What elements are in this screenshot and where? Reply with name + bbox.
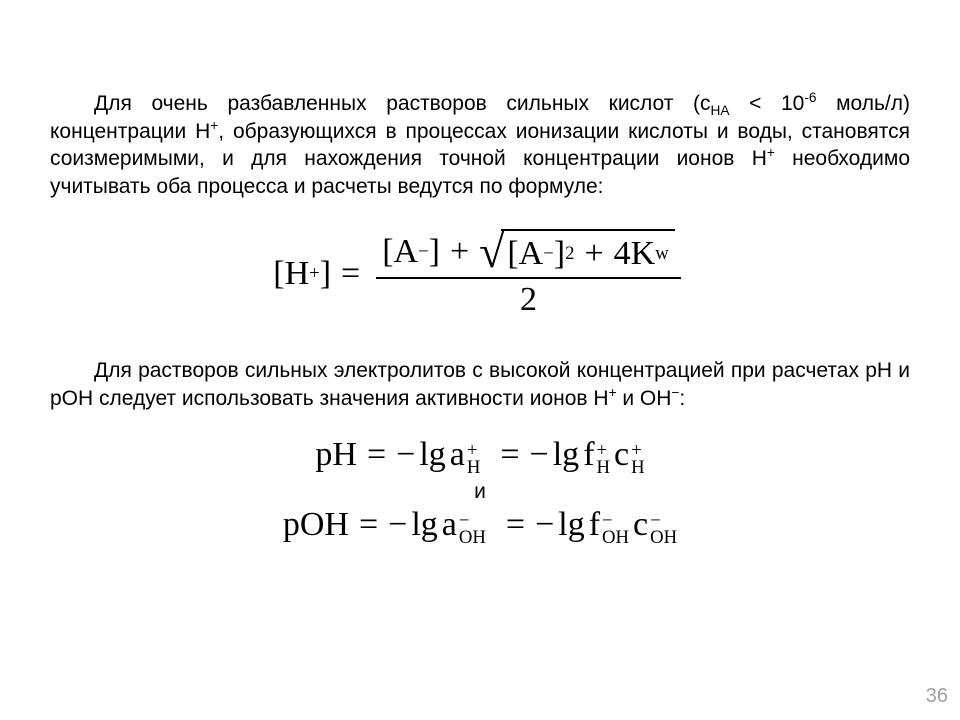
paragraph-2: Для растворов сильных электролитов с выс… xyxy=(50,357,910,412)
p1-sub-ha: НА xyxy=(711,103,730,118)
f2b-minus2: − xyxy=(535,506,554,544)
f2a-minus1: − xyxy=(396,436,415,474)
p1-sup-p2: + xyxy=(767,145,775,160)
f2a-lg2: lg xyxy=(553,436,579,474)
f2a-f: f xyxy=(583,436,594,474)
f2a-c: c xyxy=(614,436,629,474)
p1-run2: < 10 xyxy=(729,92,804,115)
page: Для очень разбавленных растворов сильных… xyxy=(0,0,960,720)
f2b-a: a xyxy=(442,506,457,544)
f2b-eq1: = xyxy=(359,506,378,544)
f1-sqrt: √ [A−]2 + 4Kw xyxy=(479,229,675,275)
f2a-minus2: − xyxy=(530,436,549,474)
f1-lhs-open: [H xyxy=(273,255,309,293)
f2b-sub-cOH: − OH xyxy=(650,514,677,548)
p2-run2: и OH xyxy=(617,387,672,410)
formula-1-eq: [H+] = [A−] + √ [A−]2 + xyxy=(273,227,686,321)
f2b-pOH: pOH xyxy=(283,506,349,544)
p1-sup-m6: -6 xyxy=(804,90,816,105)
f2b-lg1: lg xyxy=(411,506,437,544)
f1-r-A-close: ] xyxy=(554,235,565,273)
formula-2: pH = − lg a + H = − lg f + H xyxy=(50,436,910,544)
f2a-a: a xyxy=(450,436,465,474)
f2a-sub-fH: + H xyxy=(597,444,611,478)
f2a-eq1: = xyxy=(367,436,386,474)
page-number: 36 xyxy=(926,685,948,708)
f2b-f: f xyxy=(589,506,600,544)
and-connector: и xyxy=(50,480,910,504)
f1-equals: = xyxy=(341,255,360,293)
f1-num-A-open: [A xyxy=(382,233,418,271)
formula-1: [H+] = [A−] + √ [A−]2 + xyxy=(50,227,910,321)
f2b-c: c xyxy=(633,506,648,544)
f1-r-4K: 4K xyxy=(614,235,656,273)
f2a-sub-cH: + H xyxy=(631,444,645,478)
p2-run3: : xyxy=(679,387,685,410)
f1-numerator: [A−] + √ [A−]2 + 4Kw xyxy=(376,227,681,277)
p2-sup-p: + xyxy=(609,385,617,400)
f1-radicand: [A−]2 + 4Kw xyxy=(501,229,674,275)
formula-2b: pOH = − lg a − OH = − lg f − OH xyxy=(283,506,677,544)
f2b-minus1: − xyxy=(388,506,407,544)
f2a-sub-aH: + H xyxy=(467,444,481,478)
f1-lhs-close: ] xyxy=(320,255,331,293)
paragraph-1: Для очень разбавленных растворов сильных… xyxy=(50,90,910,201)
f1-r-plus: + xyxy=(584,235,603,273)
f1-num-A-close: ] xyxy=(429,233,440,271)
f1-denominator: 2 xyxy=(514,279,543,321)
f2b-sub-fOH: − OH xyxy=(602,514,629,548)
formula-2a: pH = − lg a + H = − lg f + H xyxy=(315,436,644,474)
f1-fraction: [A−] + √ [A−]2 + 4Kw xyxy=(376,227,681,321)
f1-r-A-open: [A xyxy=(507,235,543,273)
f1-num-plus: + xyxy=(450,233,469,271)
p1-run1: Для очень разбавленных растворов сильных… xyxy=(94,92,711,115)
f2a-eq2: = xyxy=(500,436,519,474)
f2b-eq2: = xyxy=(506,506,525,544)
f2a-pH: pH xyxy=(315,436,357,474)
f2b-lg2: lg xyxy=(558,506,584,544)
p2-run1: Для растворов сильных электролитов с выс… xyxy=(50,359,910,410)
f2b-sub-aOH: − OH xyxy=(459,514,486,548)
f2a-lg1: lg xyxy=(419,436,445,474)
